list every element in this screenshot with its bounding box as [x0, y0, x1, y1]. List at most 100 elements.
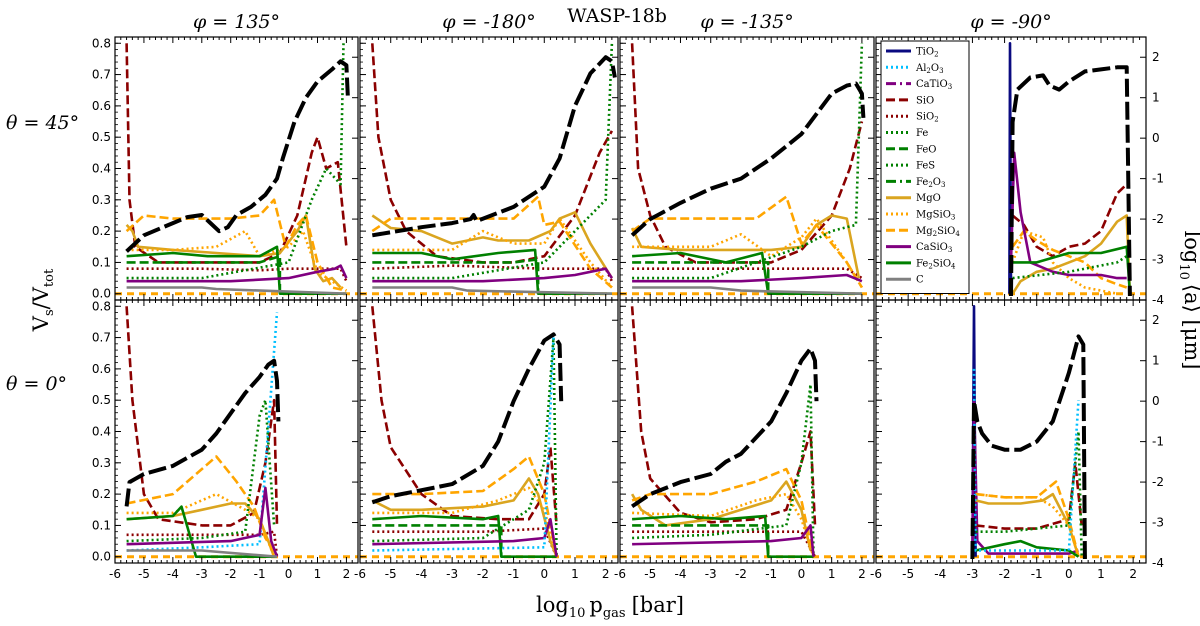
x-tick-label: -1: [765, 567, 777, 581]
mean-size-line: [630, 346, 819, 509]
series-sio: [125, 306, 279, 527]
x-tick-label: 0: [798, 567, 806, 581]
legend-label: CaTiO3: [916, 79, 952, 91]
series-mg2sio4: [631, 195, 864, 289]
panel-frame: [619, 299, 875, 564]
series-fe2sio4: [632, 514, 814, 558]
legend-label: Fe2SiO4: [916, 258, 956, 270]
y-tick-label: 0.5: [92, 130, 111, 144]
panel-1-0: -6 -5 -4 -3 -2 -1 0 1 2 0.0 0.1 0.2 0.3 0.4 0.5 0.6 0.7 0…: [92, 299, 359, 581]
series-fe: [126, 43, 345, 280]
legend-item: Fe: [886, 128, 928, 139]
series-fe2sio4: [1012, 245, 1132, 294]
series-feo: [126, 254, 282, 294]
mean-size-line: [630, 81, 866, 237]
series-group: [620, 43, 874, 296]
y-tick-label: 0.5: [92, 393, 111, 407]
series-sio2: [126, 530, 279, 557]
y-right-tick-label: -2: [1152, 475, 1164, 489]
x-tick-label: -6: [614, 567, 626, 581]
legend-item: FeO: [886, 144, 937, 155]
series-sio: [630, 306, 817, 526]
series-fe: [1012, 255, 1128, 280]
y-tick-label: 0.8: [92, 299, 111, 313]
y-tick-label: 0.7: [92, 68, 111, 82]
series-group: [876, 305, 1146, 560]
legend-item: CaSiO3: [886, 242, 952, 254]
series-group: [115, 306, 358, 559]
legend: TiO2 Al2O3 CaTiO3 SiO SiO2 Fe FeO FeS Fe2O3 MgO Mg…: [880, 40, 970, 294]
series-casio3: [372, 267, 613, 283]
legend-label: Al2O3: [915, 63, 944, 75]
series-mgo: [371, 211, 614, 279]
series-mg2sio4: [126, 455, 279, 558]
legend-label: CaSiO3: [916, 242, 952, 254]
series-casio3: [126, 264, 348, 283]
x-tick-label: 1: [571, 567, 579, 581]
series-mgsio3: [372, 217, 613, 289]
series-feo: [632, 261, 770, 294]
legend-item: Fe2SiO4: [886, 258, 956, 270]
x-tick-label: 2: [858, 567, 866, 581]
legend-item: SiO2: [886, 112, 939, 124]
panel-0-2: [619, 36, 875, 301]
column-title: φ = 135°: [193, 11, 280, 33]
legend-label: TiO2: [916, 47, 939, 59]
legend-item: CaTiO3: [886, 79, 952, 91]
panel-1-1: -6 -5 -4 -3 -2 -1 0 1 2: [354, 299, 619, 581]
panel-1-3: -6 -5 -4 -3 -2 -1 0 1 2 -4 -3 -2 -1 0 1 2: [870, 299, 1164, 581]
legend-label: SiO2: [916, 112, 939, 124]
series-mgo: [630, 480, 812, 551]
series-mgo: [125, 214, 342, 289]
legend-label: MgO: [916, 193, 941, 204]
legend-label: SiO: [916, 95, 934, 106]
series-fe2sio4: [126, 245, 347, 295]
legend-item: Mg2SiO4: [886, 226, 960, 238]
legend-label: Fe: [916, 128, 928, 139]
y-right-tick-label: -2: [1152, 212, 1164, 226]
series-fe: [372, 43, 614, 280]
x-tick-label: -6: [109, 567, 121, 581]
x-tick-label: -3: [446, 567, 458, 581]
y-tick-label: 0.1: [92, 255, 111, 269]
x-tick-label: -1: [508, 567, 520, 581]
x-tick-label: 0: [540, 567, 548, 581]
y-right-tick-label: 2: [1152, 313, 1160, 327]
axis-labels: φ = 135° φ = -180° φ = -135° φ = -90° θ = 45…: [6, 11, 1200, 621]
legend-label: FeO: [916, 144, 937, 155]
series-mgsio3: [632, 217, 864, 289]
y-right-tick-label: 0: [1152, 394, 1160, 408]
mean-size-line: [371, 55, 617, 238]
series-fe2sio4: [372, 514, 557, 558]
x-tick-label: -4: [167, 567, 179, 581]
y-right-tick-label: -1: [1152, 172, 1164, 186]
series-mgo: [126, 502, 276, 558]
series-fe2sio4: [975, 539, 1080, 558]
series-group: [620, 306, 874, 559]
series-c: [126, 286, 347, 295]
x-tick-label: 2: [602, 567, 610, 581]
column-title: φ = -180°: [442, 11, 536, 33]
series-sio: [975, 461, 1083, 530]
series-mg2sio4: [631, 467, 815, 557]
legend-label: MgSiO3: [916, 210, 955, 222]
series-fe: [975, 430, 1083, 557]
x-tick-label: 2: [343, 567, 351, 581]
panel-frame: [114, 299, 359, 564]
x-tick-label: -5: [902, 567, 914, 581]
series-mgo: [371, 477, 558, 558]
legend-item: TiO2: [886, 47, 939, 59]
row-label: θ = 45°: [6, 112, 79, 134]
series-sio: [630, 43, 864, 264]
legend-item: FeS: [886, 161, 935, 172]
series-mg2sio4: [1011, 229, 1128, 289]
x-tick-label: -2: [999, 567, 1011, 581]
series-mg2sio4: [371, 195, 613, 289]
series-fe: [632, 383, 815, 557]
panel-0-3: -4 -3 -2 -1 0 1 2: [875, 36, 1164, 307]
series-casio3: [1009, 151, 1127, 280]
column-title: φ = -135°: [700, 11, 794, 33]
x-tick-label: -5: [644, 567, 656, 581]
y-tick-label: 0.8: [92, 36, 111, 50]
